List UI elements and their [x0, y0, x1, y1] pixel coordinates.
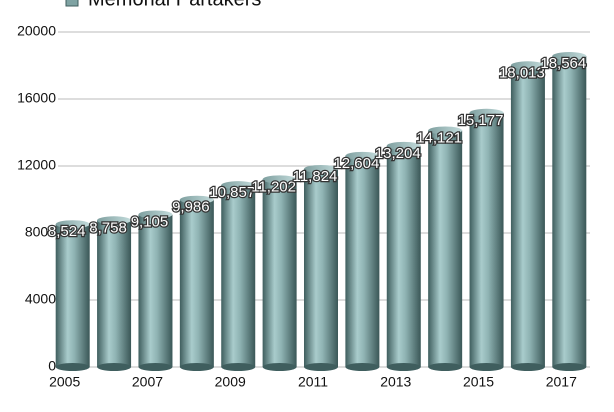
bar-base: [179, 363, 214, 371]
x-tick-label: 2017: [546, 374, 577, 390]
data-label: 18,564: [540, 55, 586, 72]
bar-cap: [345, 151, 380, 160]
legend-swatch: [65, 0, 79, 7]
data-label: 11,824: [293, 168, 338, 185]
data-label: 15,177: [458, 112, 504, 129]
bar-base: [428, 363, 463, 371]
bar-base: [55, 363, 90, 371]
data-label: 8,758: [89, 219, 127, 236]
bar: [179, 199, 214, 367]
data-label: 12,604: [333, 155, 379, 172]
y-tick-label: 16000: [17, 90, 56, 106]
data-label: 13,204: [375, 145, 421, 162]
bar: [221, 185, 256, 367]
data-label: 9,986: [172, 199, 210, 216]
data-label: 10,857: [209, 184, 255, 201]
bar: [386, 145, 421, 367]
bar-base: [469, 363, 504, 371]
bar-base: [510, 363, 545, 371]
x-tick-label: 2015: [463, 374, 494, 390]
bar-cap: [304, 164, 338, 173]
bar-base: [345, 363, 380, 371]
bar-cap: [55, 220, 90, 229]
bar: [552, 56, 587, 367]
data-label: 11,202: [251, 178, 296, 195]
bar: [97, 220, 132, 367]
y-tick-label: 8000: [25, 224, 56, 240]
x-tick-label: 2011: [298, 374, 328, 390]
bar: [345, 155, 380, 367]
data-label: 14,121: [416, 129, 462, 146]
x-tick-label: 2013: [380, 374, 411, 390]
data-label: 8,524: [48, 223, 86, 240]
data-label: 18,013: [499, 64, 545, 81]
bar: [469, 112, 504, 367]
bar: [55, 224, 90, 367]
bar-cap: [469, 108, 504, 117]
y-tick-label: 4000: [25, 291, 56, 307]
bar: [510, 65, 545, 367]
bar-cap: [262, 175, 297, 184]
bar-base: [552, 363, 587, 371]
bar-base: [262, 363, 297, 371]
bar-cap: [552, 52, 587, 61]
legend-label: Memorial Partakers: [88, 0, 261, 10]
bar-cap: [386, 141, 421, 150]
bar-cap: [510, 61, 545, 70]
bar: [138, 214, 173, 367]
bar-base: [304, 363, 338, 371]
bar-cap: [179, 195, 214, 204]
bar-base: [97, 363, 132, 371]
bar-cap: [428, 126, 463, 135]
bar-cap: [97, 216, 132, 225]
y-tick-label: 20000: [17, 23, 56, 39]
bar: [304, 168, 338, 367]
bar-base: [221, 363, 256, 371]
x-tick-label: 2007: [132, 374, 163, 390]
y-tick-label: 12000: [17, 157, 56, 173]
y-tick-label: 0: [48, 358, 56, 374]
x-tick-label: 2005: [49, 374, 80, 390]
bar-cap: [221, 181, 256, 190]
x-tick-label: 2009: [215, 374, 246, 390]
bar: [428, 130, 463, 367]
bar-cap: [138, 210, 173, 219]
bar-base: [386, 363, 421, 371]
bar: [262, 179, 297, 367]
bar-base: [138, 363, 173, 371]
data-label: 9,105: [131, 213, 169, 230]
